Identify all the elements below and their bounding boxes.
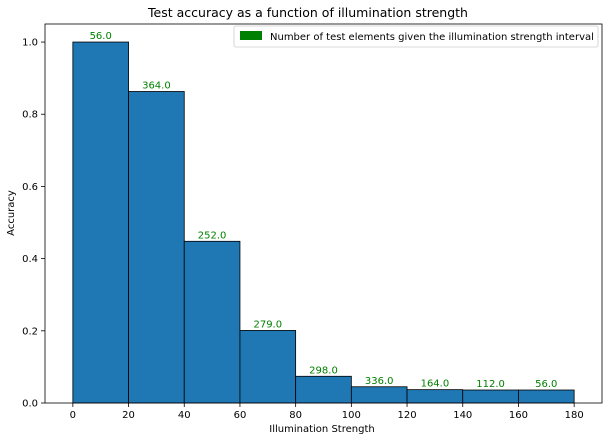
plot-frame — [44, 23, 603, 404]
count-label-40-60: 252.0 — [198, 230, 227, 241]
x-tick-label: 120 — [398, 410, 417, 421]
bar-120-140 — [406, 389, 464, 404]
count-labels-group: 56.0 364.0 252.0 279.0 298.0 336.0 164.0 112.0 5… — [90, 31, 558, 390]
y-axis-ticks: 0.0 0.2 0.4 0.6 0.8 1.0 — [22, 38, 45, 410]
count-label-120-140: 164.0 — [421, 379, 450, 390]
x-tick-label: 160 — [509, 410, 528, 421]
legend-swatch — [240, 31, 262, 40]
x-tick-label: 0 — [70, 410, 76, 421]
legend-box — [233, 25, 599, 48]
x-tick-label: 180 — [565, 410, 584, 421]
y-tick-label: 0.0 — [22, 399, 38, 410]
count-label-140-160: 112.0 — [476, 379, 505, 390]
y-tick-label: 1.0 — [22, 38, 38, 49]
x-tick-label: 40 — [178, 410, 191, 421]
count-label-60-80: 279.0 — [253, 319, 282, 330]
legend-label: Number of test elements given the illumi… — [270, 32, 594, 43]
bar-40-60 — [183, 240, 241, 404]
count-label-100-120: 336.0 — [365, 376, 394, 387]
x-tick-label: 140 — [453, 410, 472, 421]
bars-group — [72, 41, 575, 404]
x-axis-ticks: 0 20 40 60 80 100 120 140 160 180 — [70, 403, 584, 421]
bar-60-80 — [239, 330, 297, 404]
y-tick-label: 0.4 — [22, 254, 38, 265]
bar-80-100 — [295, 375, 352, 404]
count-label-80-100: 298.0 — [309, 365, 338, 376]
count-label-20-40: 364.0 — [142, 80, 171, 91]
x-tick-label: 20 — [122, 410, 135, 421]
y-tick-label: 0.8 — [22, 110, 38, 121]
chart-title: Test accuracy as a function of illuminat… — [147, 5, 468, 20]
x-tick-label: 60 — [234, 410, 247, 421]
y-tick-label: 0.6 — [22, 182, 38, 193]
count-label-0-20: 56.0 — [90, 31, 112, 42]
bar-0-20 — [72, 41, 129, 404]
bar-140-160 — [462, 389, 519, 404]
y-tick-label: 0.2 — [22, 326, 38, 337]
x-axis-label: Illumination Strength — [269, 424, 374, 435]
legend: Number of test elements given the illumi… — [233, 25, 599, 48]
bar-160-180 — [518, 389, 575, 404]
x-tick-label: 80 — [289, 410, 302, 421]
count-label-160-180: 56.0 — [535, 379, 557, 390]
bar-100-120 — [350, 386, 408, 404]
y-axis-label: Accuracy — [6, 190, 17, 236]
x-tick-label: 100 — [342, 410, 361, 421]
bar-20-40 — [128, 91, 185, 404]
